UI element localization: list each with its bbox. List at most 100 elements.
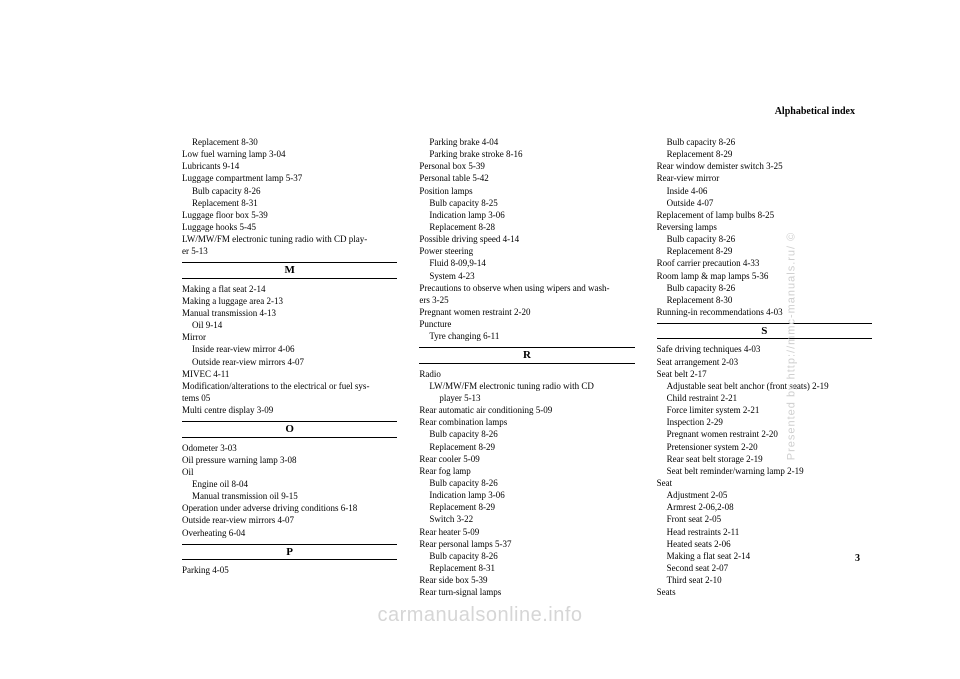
index-entry: Pretensioner system 2-20 <box>657 441 872 453</box>
column-2: Parking brake 4-04Parking brake stroke 8… <box>419 136 634 598</box>
index-entry: Child restraint 2-21 <box>657 392 872 404</box>
index-entry: Rear seat belt storage 2-19 <box>657 453 872 465</box>
index-entry: Luggage hooks 5-45 <box>182 221 397 233</box>
index-entry: Inside 4-06 <box>657 185 872 197</box>
index-entry: Parking brake stroke 8-16 <box>419 148 634 160</box>
section-letter-o: O <box>182 421 397 437</box>
index-entry: Safe driving techniques 4-03 <box>657 343 872 355</box>
index-entry: Precautions to observe when using wipers… <box>419 282 634 294</box>
index-entry: Replacement 8-29 <box>419 441 634 453</box>
index-entry: Adjustment 2-05 <box>657 489 872 501</box>
index-entry: Personal table 5-42 <box>419 172 634 184</box>
index-entry: Bulb capacity 8-26 <box>419 477 634 489</box>
index-entry: Outside 4-07 <box>657 197 872 209</box>
index-entry: Odometer 3-03 <box>182 442 397 454</box>
column-1: Replacement 8-30Low fuel warning lamp 3-… <box>182 136 397 598</box>
column-3: Bulb capacity 8-26Replacement 8-29Rear w… <box>657 136 872 598</box>
index-entry: Second seat 2-07 <box>657 562 872 574</box>
index-entry: Seat belt 2-17 <box>657 368 872 380</box>
index-entry: Puncture <box>419 318 634 330</box>
index-entry: Replacement 8-28 <box>419 221 634 233</box>
index-entry: Head restraints 2-11 <box>657 526 872 538</box>
index-entry: Fluid 8-09,9-14 <box>419 257 634 269</box>
index-entry: Parking 4-05 <box>182 564 397 576</box>
index-entry: tems 05 <box>182 392 397 404</box>
section-letter-p: P <box>182 544 397 560</box>
index-entry: Mirror <box>182 331 397 343</box>
index-entry: Replacement 8-29 <box>657 148 872 160</box>
index-entry: Operation under adverse driving conditio… <box>182 502 397 514</box>
index-entry: Room lamp & map lamps 5-36 <box>657 270 872 282</box>
index-entry: Seat arrangement 2-03 <box>657 356 872 368</box>
index-entry: Manual transmission 4-13 <box>182 307 397 319</box>
index-entry: Bulb capacity 8-26 <box>419 428 634 440</box>
index-entry: Possible driving speed 4-14 <box>419 233 634 245</box>
section-letter-s: S <box>657 323 872 339</box>
index-entry: Rear window demister switch 3-25 <box>657 160 872 172</box>
index-entry: Rear side box 5-39 <box>419 574 634 586</box>
index-entry: Rear fog lamp <box>419 465 634 477</box>
index-entry: Pregnant women restraint 2-20 <box>657 428 872 440</box>
index-entry: Low fuel warning lamp 3-04 <box>182 148 397 160</box>
index-entry: Making a luggage area 2-13 <box>182 295 397 307</box>
index-entry: Heated seats 2-06 <box>657 538 872 550</box>
index-entry: Oil <box>182 466 397 478</box>
side-attribution: Presented by http://mmc-manuals.ru/ © <box>786 232 798 461</box>
index-entry: Modification/alterations to the electric… <box>182 380 397 392</box>
index-entry: Bulb capacity 8-26 <box>419 550 634 562</box>
index-entry: Oil 9-14 <box>182 319 397 331</box>
index-entry: Switch 3-22 <box>419 513 634 525</box>
section-letter-r: R <box>419 347 634 363</box>
index-entry: Parking brake 4-04 <box>419 136 634 148</box>
index-entry: Inspection 2-29 <box>657 416 872 428</box>
index-entry: ers 3-25 <box>419 294 634 306</box>
index-entry: Outside rear-view mirrors 4-07 <box>182 514 397 526</box>
index-entry: Making a flat seat 2-14 <box>182 283 397 295</box>
section-letter-m: M <box>182 262 397 278</box>
index-entry: Front seat 2-05 <box>657 513 872 525</box>
index-entry: Seat belt reminder/warning lamp 2-19 <box>657 465 872 477</box>
index-entry: Replacement 8-29 <box>657 245 872 257</box>
index-entry: Power steering <box>419 245 634 257</box>
index-entry: Lubricants 9-14 <box>182 160 397 172</box>
index-entry: Indication lamp 3-06 <box>419 209 634 221</box>
index-entry: LW/MW/FM electronic tuning radio with CD… <box>182 233 397 245</box>
index-entry: Rear personal lamps 5-37 <box>419 538 634 550</box>
index-entry: Replacement of lamp bulbs 8-25 <box>657 209 872 221</box>
index-entry: Personal box 5-39 <box>419 160 634 172</box>
index-entry: System 4-23 <box>419 270 634 282</box>
index-entry: Indication lamp 3-06 <box>419 489 634 501</box>
index-entry: Running-in recommendations 4-03 <box>657 306 872 318</box>
index-entry: Rear automatic air conditioning 5-09 <box>419 404 634 416</box>
index-entry: Position lamps <box>419 185 634 197</box>
index-entry: player 5-13 <box>419 392 634 404</box>
index-entry: Bulb capacity 8-26 <box>182 185 397 197</box>
page-number: 3 <box>855 553 860 564</box>
index-entry: Rear combination lamps <box>419 416 634 428</box>
index-entry: Bulb capacity 8-26 <box>657 282 872 294</box>
index-entry: Replacement 8-30 <box>182 136 397 148</box>
index-entry: Tyre changing 6-11 <box>419 330 634 342</box>
index-entry: Multi centre display 3-09 <box>182 404 397 416</box>
index-entry: Adjustable seat belt anchor (front seats… <box>657 380 872 392</box>
index-entry: Radio <box>419 368 634 380</box>
index-entry: Inside rear-view mirror 4-06 <box>182 343 397 355</box>
index-entry: Armrest 2-06,2-08 <box>657 501 872 513</box>
index-entry: Replacement 8-31 <box>419 562 634 574</box>
index-entry: LW/MW/FM electronic tuning radio with CD <box>419 380 634 392</box>
index-entry: Bulb capacity 8-26 <box>657 136 872 148</box>
index-entry: er 5-13 <box>182 245 397 257</box>
index-entry: Luggage compartment lamp 5-37 <box>182 172 397 184</box>
index-entry: Replacement 8-31 <box>182 197 397 209</box>
index-entry: Bulb capacity 8-26 <box>657 233 872 245</box>
watermark: carmanualsonline.info <box>0 604 960 627</box>
index-entry: Roof carrier precaution 4-33 <box>657 257 872 269</box>
index-entry: Seat <box>657 477 872 489</box>
index-entry: Reversing lamps <box>657 221 872 233</box>
index-entry: Oil pressure warning lamp 3-08 <box>182 454 397 466</box>
page: Alphabetical index Replacement 8-30Low f… <box>0 0 960 679</box>
index-entry: Rear turn-signal lamps <box>419 586 634 598</box>
index-content: Replacement 8-30Low fuel warning lamp 3-… <box>182 136 872 598</box>
index-entry: Rear cooler 5-09 <box>419 453 634 465</box>
index-entry: Force limiter system 2-21 <box>657 404 872 416</box>
